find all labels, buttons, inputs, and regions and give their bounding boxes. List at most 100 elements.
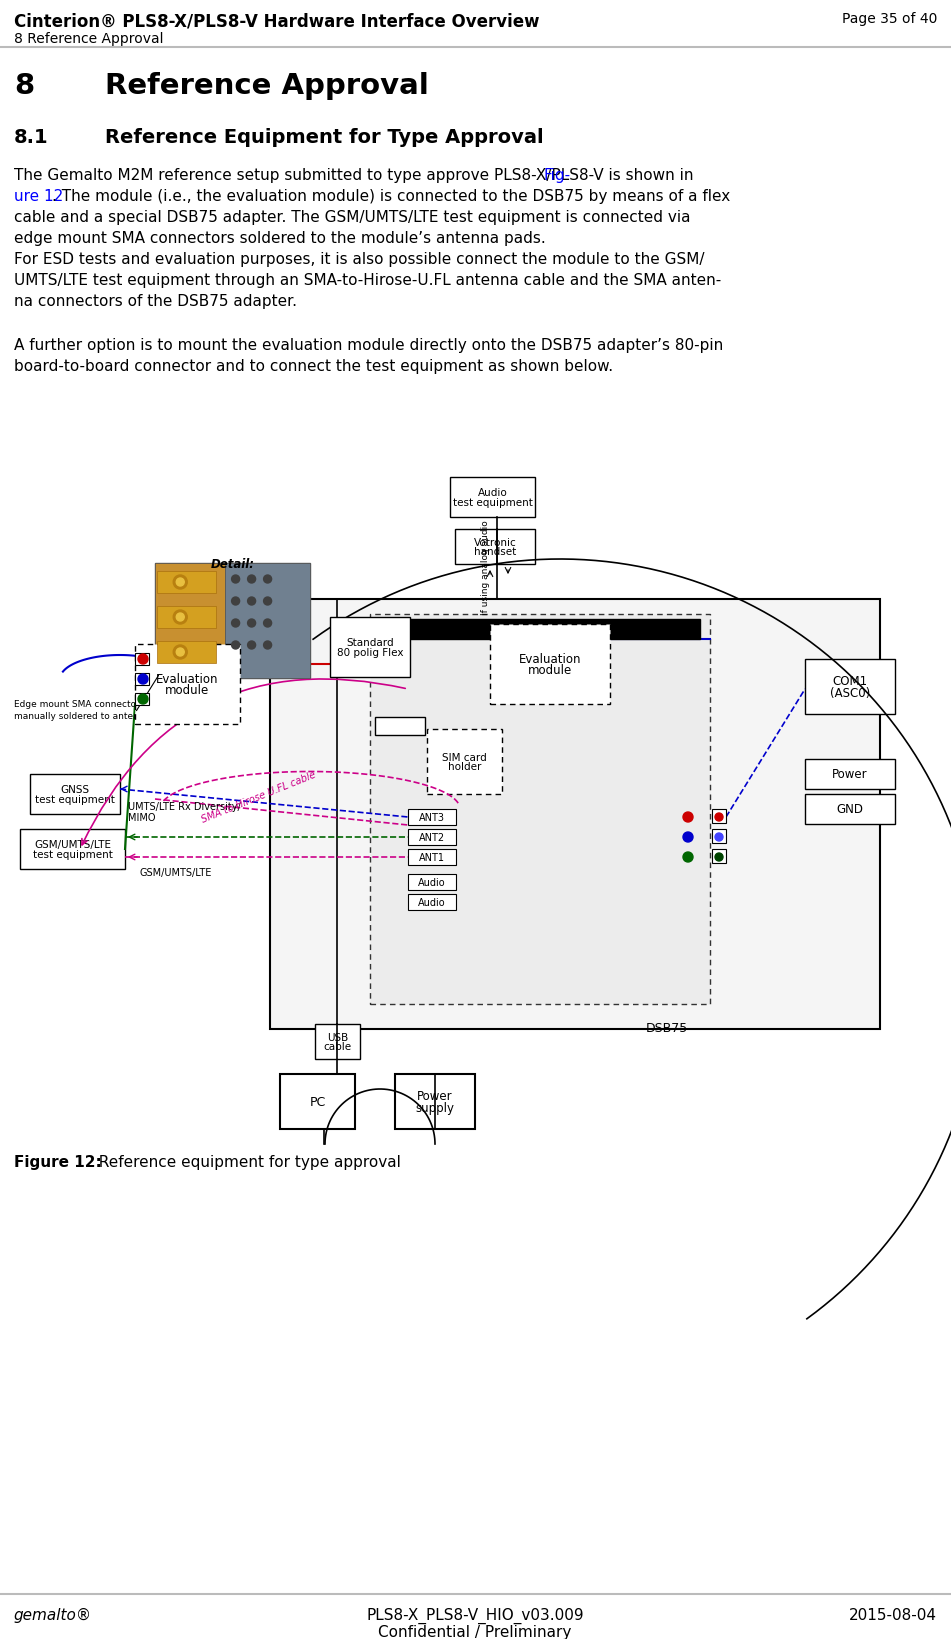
Circle shape xyxy=(232,598,240,606)
Text: . The module (i.e., the evaluation module) is connected to the DSB75 by means of: . The module (i.e., the evaluation modul… xyxy=(51,188,730,203)
Bar xyxy=(224,564,310,679)
Text: (ASC0): (ASC0) xyxy=(830,687,870,700)
Bar xyxy=(408,895,456,910)
Circle shape xyxy=(232,641,240,649)
Text: DSB75: DSB75 xyxy=(646,1021,688,1034)
Text: manually soldered to antenna pads: manually soldered to antenna pads xyxy=(14,711,175,721)
Text: module: module xyxy=(165,683,209,697)
Text: Votronic: Votronic xyxy=(474,538,516,547)
Circle shape xyxy=(247,598,256,606)
Text: Reference Approval: Reference Approval xyxy=(105,72,429,100)
Text: test equipment: test equipment xyxy=(32,849,112,859)
Circle shape xyxy=(715,854,723,862)
Bar xyxy=(20,829,125,869)
Text: Edge mount SMA connectors: Edge mount SMA connectors xyxy=(14,700,145,708)
Text: 8 Reference Approval: 8 Reference Approval xyxy=(14,33,164,46)
Text: gemalto®: gemalto® xyxy=(14,1606,92,1623)
Text: Fig-: Fig- xyxy=(543,167,571,184)
Circle shape xyxy=(232,575,240,583)
Bar xyxy=(490,624,610,705)
Circle shape xyxy=(683,813,693,823)
Circle shape xyxy=(683,833,693,842)
Text: cable: cable xyxy=(323,1042,352,1052)
Bar xyxy=(30,775,120,815)
Text: 2015-08-04: 2015-08-04 xyxy=(849,1606,937,1623)
Bar xyxy=(135,654,149,665)
Text: USB: USB xyxy=(327,1033,348,1042)
Text: ANT3: ANT3 xyxy=(419,813,445,823)
Circle shape xyxy=(247,575,256,583)
Circle shape xyxy=(263,620,272,628)
Bar xyxy=(712,849,726,864)
Text: Audio: Audio xyxy=(418,877,446,887)
Bar xyxy=(805,795,895,824)
Bar xyxy=(270,600,880,1029)
Text: DSB75 adapter: DSB75 adapter xyxy=(569,629,648,639)
Text: PLS8-X_PLS8-V_HIO_v03.009: PLS8-X_PLS8-V_HIO_v03.009 xyxy=(366,1606,584,1623)
Text: handset: handset xyxy=(474,547,516,557)
Text: Power: Power xyxy=(832,769,868,782)
Bar xyxy=(408,829,456,846)
Circle shape xyxy=(232,620,240,628)
Text: test equipment: test equipment xyxy=(453,498,533,508)
Text: board-to-board connector and to connect the test equipment as shown below.: board-to-board connector and to connect … xyxy=(14,359,613,374)
Bar xyxy=(455,529,535,565)
Bar xyxy=(157,606,216,629)
Text: 8: 8 xyxy=(14,72,34,100)
Text: GND: GND xyxy=(837,803,864,816)
Bar xyxy=(805,759,895,790)
Text: SIM card: SIM card xyxy=(442,752,487,762)
Bar xyxy=(135,674,149,685)
Circle shape xyxy=(173,611,187,624)
Bar xyxy=(408,875,456,890)
Circle shape xyxy=(263,641,272,649)
Bar xyxy=(135,644,240,724)
Circle shape xyxy=(173,575,187,590)
Bar xyxy=(380,620,700,639)
Circle shape xyxy=(176,579,184,587)
Bar xyxy=(805,659,895,715)
Circle shape xyxy=(176,649,184,657)
Text: PC: PC xyxy=(309,1095,325,1108)
Text: MIMO: MIMO xyxy=(128,813,156,823)
Text: Evaluation: Evaluation xyxy=(518,652,581,665)
Text: For ESD tests and evaluation purposes, it is also possible connect the module to: For ESD tests and evaluation purposes, i… xyxy=(14,252,705,267)
Text: ANT2: ANT2 xyxy=(419,833,445,842)
Text: Audio: Audio xyxy=(418,898,446,908)
Bar xyxy=(395,1074,475,1129)
Circle shape xyxy=(263,598,272,606)
Text: Detail:: Detail: xyxy=(210,557,255,570)
Text: 8.1: 8.1 xyxy=(14,128,49,148)
Text: GSM/UMTS/LTE: GSM/UMTS/LTE xyxy=(34,839,111,849)
Circle shape xyxy=(247,620,256,628)
Text: Figure 12:: Figure 12: xyxy=(14,1154,102,1169)
Text: cable and a special DSB75 adapter. The GSM/UMTS/LTE test equipment is connected : cable and a special DSB75 adapter. The G… xyxy=(14,210,690,225)
Text: COM1: COM1 xyxy=(832,675,867,688)
Circle shape xyxy=(715,813,723,821)
Text: UMTS/LTE Rx Diversity/: UMTS/LTE Rx Diversity/ xyxy=(128,801,241,811)
Text: holder: holder xyxy=(448,762,481,772)
Bar xyxy=(427,729,502,795)
Text: ure 12: ure 12 xyxy=(14,188,64,203)
Text: Page 35 of 40: Page 35 of 40 xyxy=(842,11,937,26)
Bar xyxy=(315,1024,360,1059)
Text: The Gemalto M2M reference setup submitted to type approve PLS8-X/PLS8-V is shown: The Gemalto M2M reference setup submitte… xyxy=(14,167,698,184)
Text: SMA to Hirose U.FL cable: SMA to Hirose U.FL cable xyxy=(200,770,318,824)
Text: GSM/UMTS/LTE: GSM/UMTS/LTE xyxy=(140,867,212,877)
Text: UMTS/LTE test equipment through an SMA-to-Hirose-U.FL antenna cable and the SMA : UMTS/LTE test equipment through an SMA-t… xyxy=(14,272,721,288)
Text: Standard: Standard xyxy=(346,638,394,647)
Text: supply: supply xyxy=(416,1101,455,1115)
Circle shape xyxy=(138,695,148,705)
Bar xyxy=(712,829,726,844)
Bar xyxy=(408,810,456,826)
Text: Cinterion® PLS8-X/PLS8-V Hardware Interface Overview: Cinterion® PLS8-X/PLS8-V Hardware Interf… xyxy=(14,11,539,30)
Text: Audio: Audio xyxy=(477,488,508,498)
Bar xyxy=(155,564,310,679)
Circle shape xyxy=(176,613,184,621)
Bar xyxy=(155,564,224,679)
Text: GNSS: GNSS xyxy=(61,785,89,795)
Circle shape xyxy=(138,675,148,685)
Circle shape xyxy=(683,852,693,862)
Text: na connectors of the DSB75 adapter.: na connectors of the DSB75 adapter. xyxy=(14,293,297,308)
Text: Power: Power xyxy=(417,1090,453,1103)
